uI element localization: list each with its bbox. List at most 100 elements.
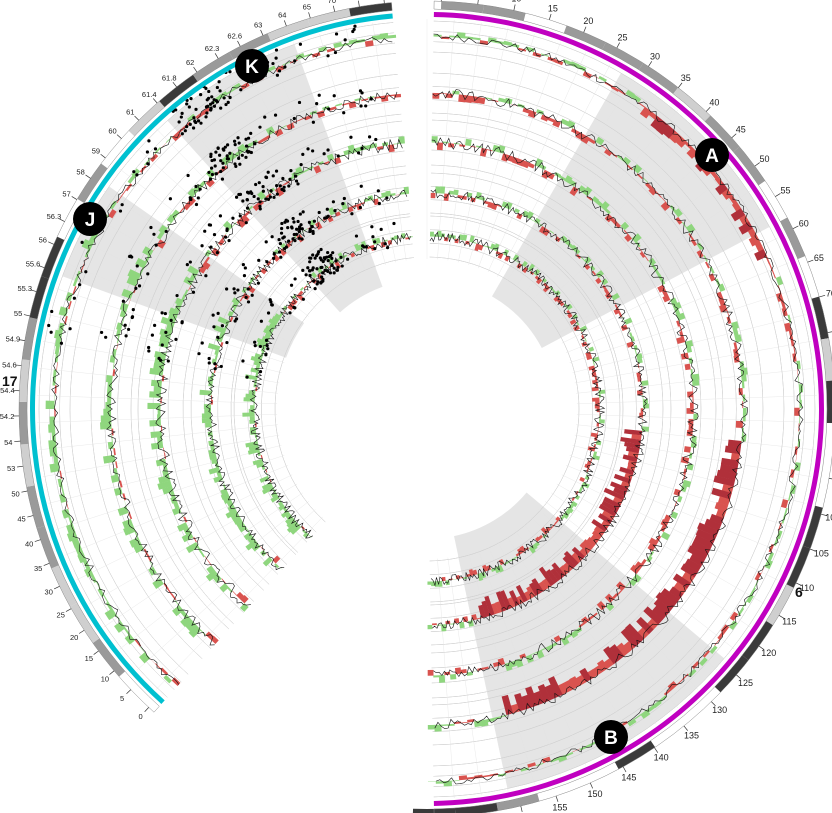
- cn-bar: [435, 186, 441, 194]
- tick-label: 61.8: [162, 73, 177, 82]
- data-point: [349, 135, 353, 139]
- cn-bar: [237, 143, 247, 154]
- cn-bar: [436, 624, 442, 626]
- cn-bar: [541, 756, 551, 764]
- cn-bar: [484, 595, 495, 616]
- cn-bar: [541, 277, 548, 283]
- cn-bar: [793, 345, 796, 354]
- ideogram-band: [650, 715, 690, 748]
- data-point: [213, 164, 217, 168]
- grid-spoke: [37, 395, 278, 404]
- cn-bar: [292, 120, 299, 124]
- cn-bar: [639, 106, 652, 119]
- grid-spoke: [506, 536, 634, 740]
- data-point: [297, 229, 302, 234]
- cn-bar: [673, 581, 688, 595]
- data-point: [154, 243, 158, 247]
- cn-bar: [584, 263, 591, 270]
- cn-bar: [462, 234, 468, 241]
- data-point: [197, 352, 201, 356]
- tick-mark: [736, 674, 742, 680]
- tick-mark: [260, 29, 264, 36]
- cn-bar: [553, 295, 560, 302]
- tick-label: 10: [101, 675, 109, 684]
- tick-label: 35: [34, 564, 42, 573]
- data-point: [326, 269, 330, 274]
- cn-bar: [299, 286, 304, 291]
- grid-ring: [431, 112, 724, 706]
- cn-bar: [205, 631, 214, 640]
- data-point: [373, 247, 377, 251]
- data-point: [354, 234, 359, 238]
- data-point: [187, 105, 191, 109]
- cn-bar: [592, 612, 598, 618]
- data-point: [294, 232, 299, 236]
- tick-label: 70: [826, 289, 832, 299]
- data-point: [164, 229, 168, 234]
- cn-bar: [517, 103, 525, 109]
- data-point: [216, 146, 220, 150]
- cn-bar: [491, 602, 499, 615]
- cn-bar: [610, 85, 620, 92]
- cn-bar: [586, 536, 597, 547]
- cn-bar: [571, 552, 582, 564]
- cn-bar: [581, 481, 590, 489]
- data-point: [272, 256, 276, 260]
- data-point: [199, 121, 203, 125]
- data-point: [219, 106, 223, 110]
- cn-bar: [460, 669, 467, 674]
- cn-bar: [547, 117, 555, 123]
- cn-bar: [598, 75, 607, 83]
- data-point: [232, 287, 236, 291]
- data-point: [308, 227, 312, 231]
- cn-bar: [104, 608, 117, 621]
- tick-label: 55.3: [17, 284, 32, 293]
- cn-bar: [504, 561, 509, 565]
- cn-bar: [208, 466, 221, 475]
- ideogram-band: [454, 802, 498, 813]
- ideogram-band: [51, 565, 78, 607]
- cn-bar: [530, 218, 535, 222]
- cn-bar: [270, 495, 280, 503]
- cn-bar: [268, 322, 276, 330]
- cn-bar: [669, 131, 682, 144]
- data-point: [278, 184, 282, 188]
- data-point: [210, 172, 215, 177]
- cn-bar: [636, 372, 641, 378]
- cn-bar: [347, 206, 354, 213]
- cn-bar: [171, 209, 180, 218]
- data-point: [258, 369, 263, 374]
- cn-bar: [139, 652, 151, 664]
- cn-bar: [733, 342, 738, 350]
- data-point: [222, 96, 226, 100]
- cn-bar: [107, 441, 114, 450]
- tick-label: 40: [25, 539, 33, 548]
- tick-mark: [134, 115, 140, 121]
- cn-bar: [201, 417, 212, 424]
- cn-bar: [295, 166, 304, 176]
- cn-bar: [525, 46, 535, 53]
- cn-bar: [672, 301, 682, 311]
- data-point: [370, 225, 374, 229]
- cn-bar: [497, 564, 504, 573]
- tick-label: 70: [328, 0, 336, 5]
- data-point: [77, 283, 82, 287]
- data-point: [297, 225, 302, 229]
- data-point: [317, 93, 321, 97]
- data-point: [221, 166, 225, 170]
- data-point: [214, 98, 218, 103]
- cn-bar: [107, 395, 112, 403]
- cn-bar: [594, 526, 605, 536]
- cn-bar: [120, 189, 127, 197]
- cn-bar: [783, 507, 788, 517]
- cn-bar: [690, 540, 711, 555]
- cn-bar: [633, 344, 638, 351]
- cn-bar: [134, 531, 139, 539]
- cn-bar: [603, 496, 621, 509]
- cn-bar: [679, 331, 684, 338]
- svg-text:J: J: [85, 210, 96, 231]
- data-point: [343, 38, 347, 42]
- cn-bar: [285, 513, 292, 520]
- data-point: [250, 293, 254, 297]
- cn-bar: [627, 718, 637, 727]
